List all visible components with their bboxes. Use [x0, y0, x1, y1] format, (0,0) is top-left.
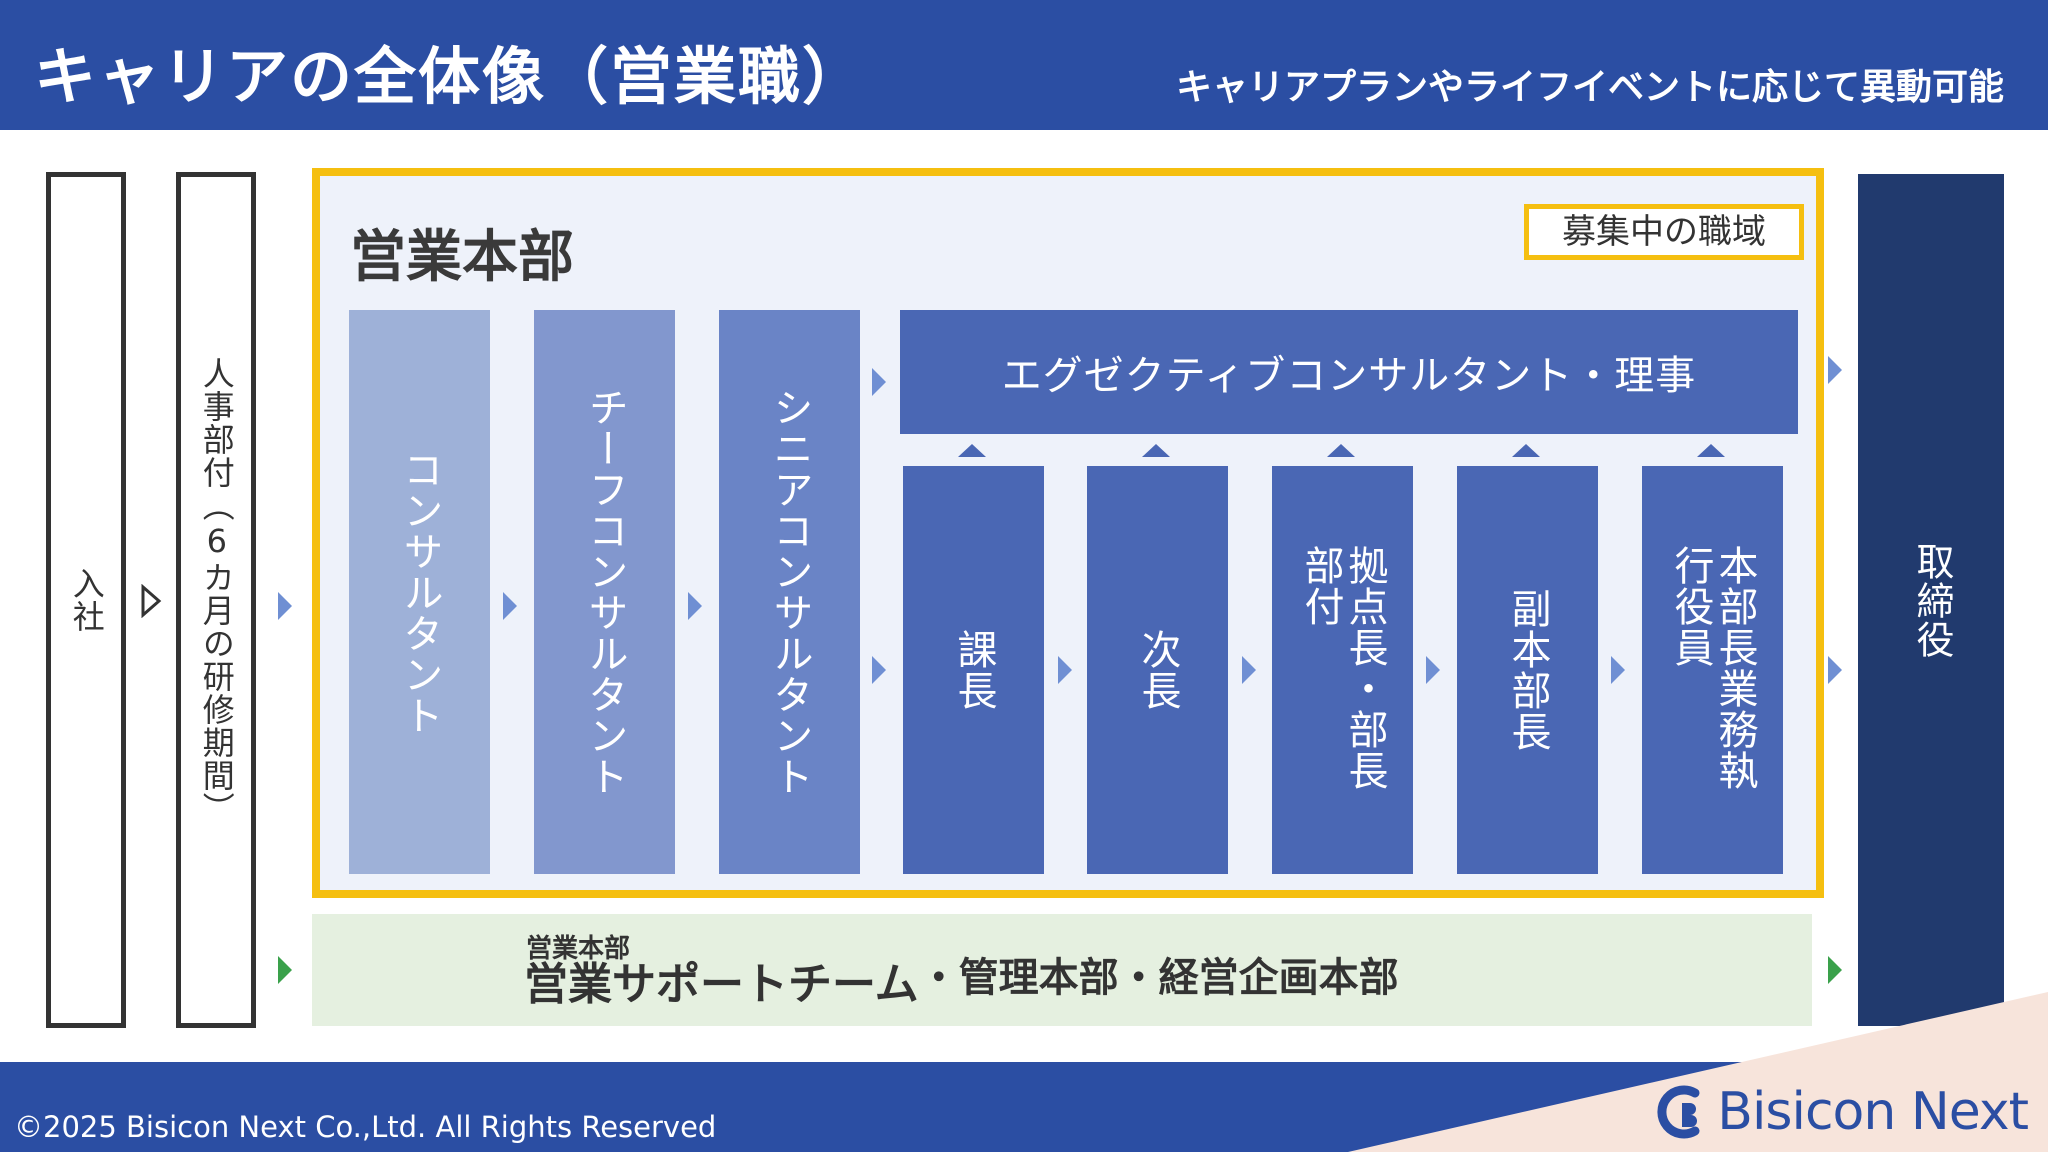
manager-branch-head-label: 拠点長・部長部付: [1297, 545, 1388, 791]
manager-hq-head-label: 本部長業務執行役員: [1667, 545, 1758, 791]
board-directors: 取締役: [1858, 174, 2004, 1026]
manager-branch-head: 拠点長・部長部付: [1272, 466, 1413, 874]
arrow-right-green-icon: [1828, 956, 1842, 984]
arrow-right-icon: [688, 592, 702, 620]
manager-vice-hq-head-label: 副本部長: [1504, 588, 1551, 752]
arrow-right-icon: [1426, 656, 1440, 684]
manager-vice-hq-head: 副本部長: [1457, 466, 1598, 874]
logo-mark-icon: [1657, 1085, 1700, 1139]
step-hr: 人事部付（6カ月の研修期間）: [176, 172, 256, 1028]
arrow-right-icon: [278, 592, 292, 620]
manager-deputy-label: 次長: [1134, 629, 1181, 711]
manager-section-chief-label: 課長: [950, 629, 997, 711]
arrow-right-icon: [503, 592, 517, 620]
manager-hq-head: 本部長業務執行役員: [1642, 466, 1783, 874]
arrow-right-icon: [872, 656, 886, 684]
level-consultant: コンサルタント: [349, 310, 490, 874]
executive-consultant-bar: エグゼクティブコンサルタント・理事: [900, 310, 1798, 434]
page-title: キャリアの全体像（営業職）: [34, 40, 867, 113]
support-row: [312, 914, 1812, 1026]
support-small-label: 営業本部: [526, 934, 631, 964]
arrow-up-icon: [1697, 444, 1725, 457]
arrow-right-icon: [1058, 656, 1072, 684]
level-chief-consultant-label: チーフコンサルタント: [581, 387, 628, 797]
board-directors-label: 取締役: [1909, 541, 1954, 659]
level-chief-consultant: チーフコンサルタント: [534, 310, 675, 874]
recruit-badge: 募集中の職域: [1524, 204, 1804, 260]
level-senior-consultant: シニアコンサルタント: [719, 310, 860, 874]
support-rest-label: ・管理本部・経営企画本部: [918, 955, 1399, 1001]
arrow-up-icon: [1327, 444, 1355, 457]
sales-hq-title: 営業本部: [350, 225, 574, 290]
arrow-right-icon: [1828, 656, 1842, 684]
level-senior-consultant-label: シニアコンサルタント: [766, 387, 813, 797]
step-entry: 入社: [46, 172, 126, 1028]
page-subtitle: キャリアプランやライフイベントに応じて異動可能: [1175, 67, 2004, 108]
arrow-right-icon: [1611, 656, 1625, 684]
arrow-right-icon: [1828, 356, 1842, 384]
copyright-text: ©2025 Bisicon Next Co.,Ltd. All Rights R…: [14, 1110, 717, 1144]
arrow-up-icon: [958, 444, 986, 457]
support-main-label: 営業サポートチーム・管理本部・経営企画本部: [524, 948, 1399, 1012]
step-entry-label: 入社: [67, 567, 106, 633]
arrow-outline-icon: [141, 584, 162, 618]
manager-deputy: 次長: [1087, 466, 1228, 874]
manager-section-chief: 課長: [903, 466, 1044, 874]
support-team-label: 営業サポートチーム: [524, 959, 919, 1010]
arrow-up-icon: [1142, 444, 1170, 457]
level-consultant-label: コンサルタント: [396, 448, 443, 736]
arrow-up-icon: [1512, 444, 1540, 457]
company-logo: Bisicon Next: [1655, 1080, 2029, 1144]
logo-text: Bisicon Next: [1717, 1082, 2029, 1142]
header-bar: キャリアの全体像（営業職） キャリアプランやライフイベントに応じて異動可能: [0, 0, 2048, 130]
step-hr-label: 人事部付（6カ月の研修期間）: [197, 357, 236, 825]
arrow-right-icon: [1242, 656, 1256, 684]
arrow-right-green-icon: [278, 956, 292, 984]
arrow-right-icon: [872, 368, 886, 396]
